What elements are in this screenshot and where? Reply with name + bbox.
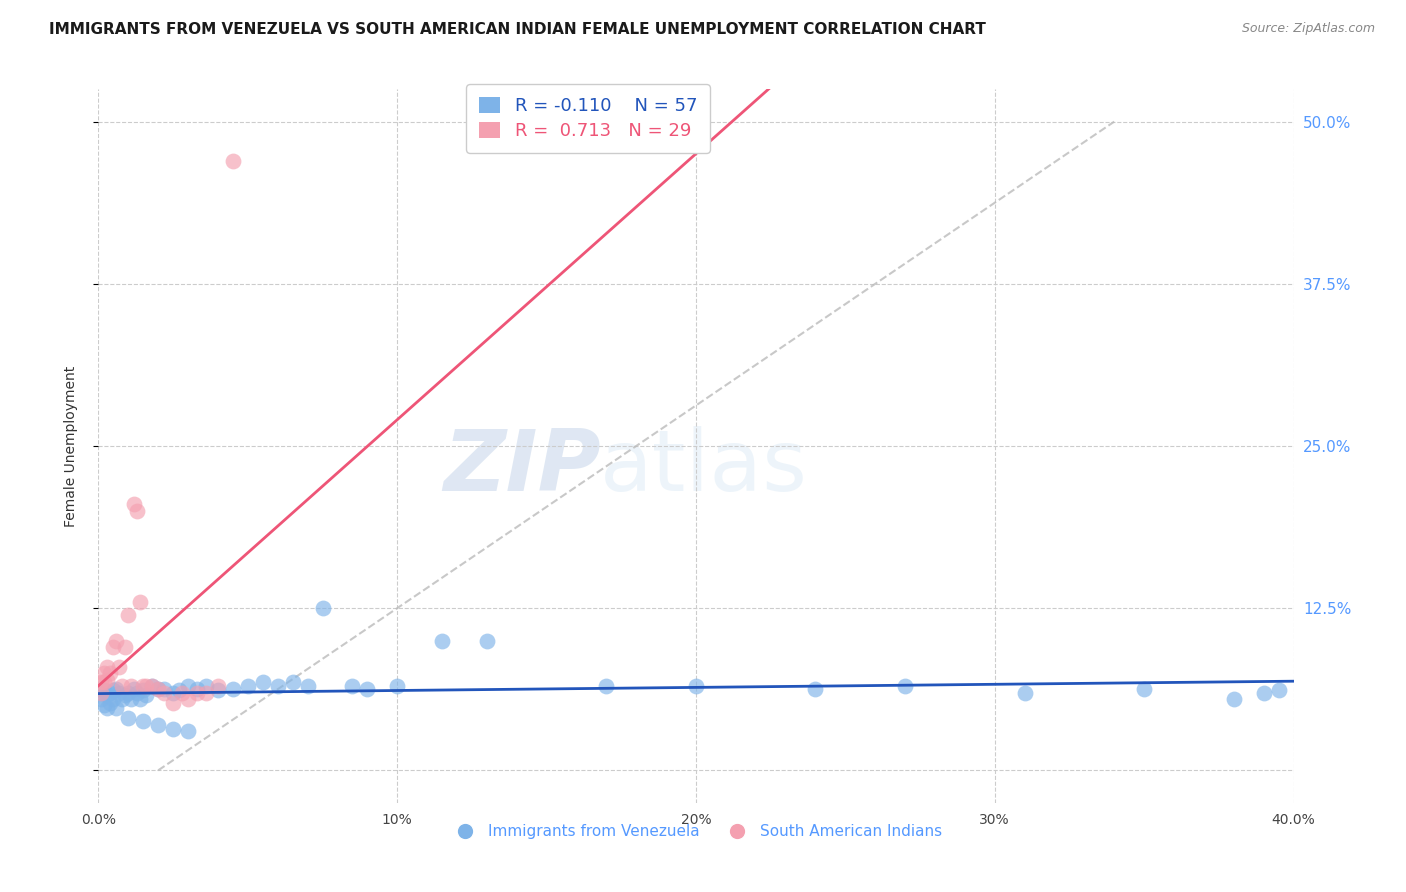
Point [93,666,115,681]
Point [114,640,136,654]
Point [98,666,122,681]
Point [103,640,125,654]
Point [98,685,122,699]
Point [93,698,115,713]
Point [1253,685,1275,699]
Point [148,681,170,696]
Point [162,722,184,736]
Point [103,692,125,706]
Point [111,692,134,706]
Point [222,681,245,696]
Point [96,701,118,715]
Point [1223,692,1246,706]
Point [127,685,149,699]
Point [114,688,136,702]
Point [93,682,115,697]
Point [297,679,319,693]
Point [135,688,157,702]
Y-axis label: Female Unemployment: Female Unemployment [63,366,77,526]
Point [177,692,200,706]
Point [804,681,827,696]
Point [1014,685,1036,699]
Point [105,681,128,696]
Point [186,681,208,696]
Point [148,681,170,696]
Point [195,685,218,699]
Point [90,675,112,690]
Point [129,692,152,706]
Point [1133,681,1156,696]
Point [108,685,131,699]
Point [167,682,190,697]
Point [127,504,149,518]
Point [342,679,364,693]
Point [132,682,155,697]
Point [90,692,112,706]
Point [207,679,229,693]
Point [186,685,208,699]
Point [108,659,131,673]
Point [195,679,218,693]
Point [177,724,200,739]
Point [177,679,200,693]
Point [356,681,378,696]
Text: IMMIGRANTS FROM VENEZUELA VS SOUTH AMERICAN INDIAN FEMALE UNEMPLOYMENT CORRELATI: IMMIGRANTS FROM VENEZUELA VS SOUTH AMERI… [49,22,986,37]
Point [124,681,146,696]
Point [685,679,707,693]
Point [162,696,184,710]
Point [252,675,274,690]
Point [98,696,122,710]
Point [141,679,163,693]
Point [124,497,146,511]
Point [90,685,112,699]
Legend: Immigrants from Venezuela, South American Indians: Immigrants from Venezuela, South America… [443,818,949,845]
Point [129,595,152,609]
Point [120,692,142,706]
Point [117,607,139,622]
Point [103,682,125,697]
Point [894,679,917,693]
Point [1267,682,1289,697]
Point [105,633,128,648]
Point [475,633,498,648]
Point [222,153,245,168]
Point [117,685,139,699]
Point [120,679,142,693]
Point [162,685,184,699]
Point [385,679,409,693]
Text: ZIP: ZIP [443,425,600,509]
Point [207,682,229,697]
Text: Source: ZipAtlas.com: Source: ZipAtlas.com [1241,22,1375,36]
Point [148,718,170,732]
Point [93,675,115,690]
Point [132,679,155,693]
Point [311,601,333,615]
Point [172,685,194,699]
Point [111,679,134,693]
Point [153,681,176,696]
Text: atlas: atlas [600,425,808,509]
Point [96,659,118,673]
Point [236,679,259,693]
Point [281,675,304,690]
Point [595,679,617,693]
Point [96,673,118,687]
Point [96,688,118,702]
Point [117,711,139,725]
Point [430,633,453,648]
Point [135,679,157,693]
Point [90,685,112,699]
Point [105,701,128,715]
Point [132,714,155,728]
Point [153,685,176,699]
Point [267,679,290,693]
Point [141,679,163,693]
